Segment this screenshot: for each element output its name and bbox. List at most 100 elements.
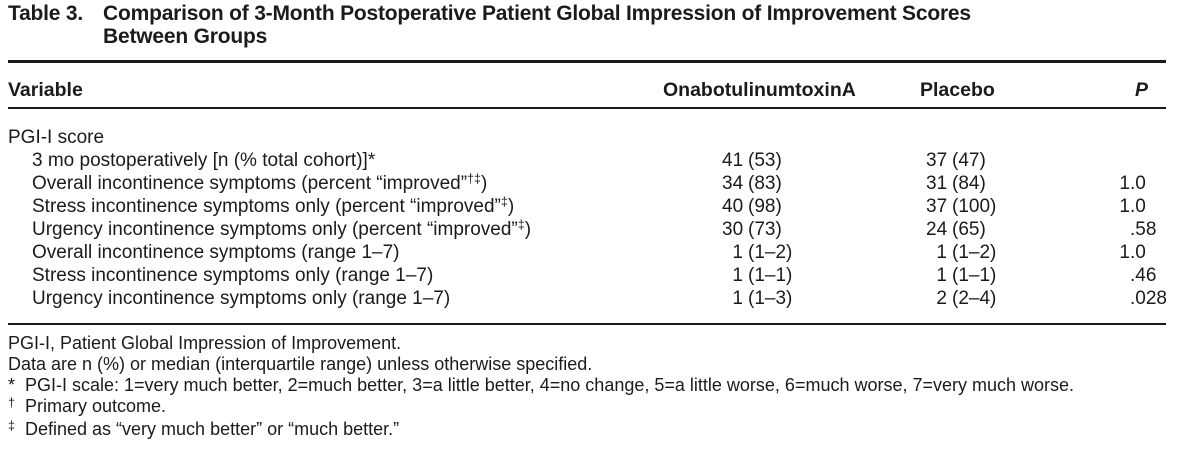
value-parenthetical: (1–1)	[952, 264, 997, 286]
value-number: 1	[732, 287, 743, 309]
table-row: Overall incontinence symptoms (range 1–7…	[8, 241, 1166, 264]
placebo-value: 24 (65)	[878, 218, 1063, 243]
value-parenthetical: (83)	[748, 172, 782, 194]
footnote-line: * PGI-I scale: 1=very much better, 2=much…	[8, 375, 1166, 396]
p-fraction-part: .0	[1130, 241, 1146, 263]
dagger-marker: †‡	[467, 171, 481, 186]
bottom-rule	[8, 322, 1166, 325]
value-parenthetical: (73)	[748, 218, 782, 240]
table-body: PGI-I score 3 mo postoperatively [n (% to…	[8, 109, 1167, 323]
value-parenthetical: (2–4)	[952, 287, 997, 309]
dagger-marker: ‡	[500, 194, 508, 209]
p-integer-part	[1119, 287, 1130, 310]
placebo-value: 1 (1–2)	[878, 241, 1063, 264]
treatment-value: 1 (1–3)	[663, 287, 878, 310]
p-fraction-part: .58	[1130, 218, 1157, 240]
footnote-text: Data are n (%) or median (interquartile …	[8, 353, 593, 374]
value-parenthetical: (84)	[952, 172, 986, 194]
table-row: Stress incontinence symptoms only (range…	[8, 264, 1166, 287]
value-parenthetical: (98)	[748, 195, 782, 217]
placebo-value: 37 (100)	[878, 195, 1063, 220]
footnote-marker: *	[8, 374, 16, 395]
footnote-marker: †	[8, 395, 15, 410]
footnote-text: Primary outcome.	[25, 395, 167, 416]
value-parenthetical: (1–2)	[952, 241, 997, 263]
row-label: 3 mo postoperatively [n (% total cohort)…	[32, 149, 376, 171]
row-label: Overall incontinence symptoms (percent “…	[32, 171, 488, 194]
treatment-value: 34 (83)	[663, 172, 878, 197]
table-title: Table 3. Comparison of 3-Month Postopera…	[8, 2, 1166, 48]
table-row: Overall incontinence symptoms (percent “…	[8, 172, 1166, 195]
p-value: 1.0	[1063, 195, 1166, 220]
table-title-line1: Comparison of 3-Month Postoperative Pati…	[103, 2, 971, 25]
p-value: .46	[1063, 264, 1166, 287]
value-parenthetical: (1–3)	[748, 287, 793, 309]
treatment-value: 30 (73)	[663, 218, 878, 243]
column-header-variable: Variable	[8, 78, 83, 101]
treatment-value: 1 (1–1)	[663, 264, 878, 287]
value-number: 1	[732, 241, 743, 263]
treatment-value: 40 (98)	[663, 195, 878, 220]
value-parenthetical: (1–2)	[748, 241, 793, 263]
value-number: 34	[722, 172, 744, 194]
p-integer-part: 1	[1119, 172, 1130, 194]
placebo-value: 37 (47)	[878, 149, 1063, 172]
table-number-label: Table 3.	[8, 2, 84, 25]
p-value: .58	[1063, 218, 1166, 243]
value-number: 1	[732, 264, 743, 286]
p-fraction-part: .46	[1130, 264, 1157, 286]
value-number: 1	[936, 241, 947, 263]
table-row: Urgency incontinence symptoms only (perc…	[8, 218, 1166, 241]
value-number: 2	[936, 287, 947, 309]
column-header-p-value: P	[1135, 78, 1149, 101]
footnotes: PGI-I, Patient Global Impression of Impr…	[8, 325, 1166, 442]
row-label: PGI-I score	[8, 126, 105, 148]
p-integer-part: 1	[1119, 195, 1130, 217]
top-rule	[8, 60, 1166, 63]
table-row: Stress incontinence symptoms only (perce…	[8, 195, 1166, 218]
table-header-row: Variable OnabotulinumtoxinA Placebo P	[8, 63, 1166, 107]
table-content: Table 3. Comparison of 3-Month Postopera…	[8, 0, 1167, 442]
dagger-marker: ‡	[517, 217, 525, 232]
footnote-line: Data are n (%) or median (interquartile …	[8, 354, 1166, 375]
column-header-placebo: Placebo	[920, 78, 995, 101]
footnote-line: † Primary outcome.	[8, 396, 1166, 419]
value-number: 30	[722, 218, 744, 240]
value-parenthetical: (47)	[952, 149, 986, 171]
p-value: 1.0	[1063, 241, 1166, 264]
placebo-value: 31 (84)	[878, 172, 1063, 197]
p-value: 1.0	[1063, 172, 1166, 197]
placebo-value	[878, 126, 1063, 149]
footnote-text: PGI-I scale: 1=very much better, 2=much …	[25, 374, 1075, 395]
p-fraction-part: .0	[1130, 195, 1146, 217]
footnote-text: Defined as “very much better” or “much b…	[25, 418, 400, 439]
p-value: .028	[1063, 287, 1167, 310]
value-number: 31	[926, 172, 948, 194]
footnote-marker: ‡	[8, 418, 15, 433]
value-number: 1	[936, 264, 947, 286]
placebo-value: 1 (1–1)	[878, 264, 1063, 287]
value-parenthetical: (100)	[952, 195, 997, 217]
treatment-value: 1 (1–2)	[663, 241, 878, 264]
value-number: 41	[722, 149, 744, 171]
row-label: Overall incontinence symptoms (range 1–7…	[32, 241, 400, 263]
value-parenthetical: (1–1)	[748, 264, 793, 286]
p-integer-part: 1	[1119, 241, 1130, 263]
value-parenthetical: (65)	[952, 218, 986, 240]
p-integer-part	[1119, 218, 1130, 243]
p-fraction-part: .028	[1130, 287, 1167, 309]
footnote-line: PGI-I, Patient Global Impression of Impr…	[8, 333, 1166, 354]
row-label: Stress incontinence symptoms only (perce…	[32, 194, 515, 217]
footnote-line: ‡ Defined as “very much better” or “much …	[8, 419, 1166, 442]
table-row: 3 mo postoperatively [n (% total cohort)…	[8, 149, 1166, 172]
treatment-value: 41 (53)	[663, 149, 878, 172]
table-row: Urgency incontinence symptoms only (rang…	[8, 287, 1167, 310]
value-number: 37	[926, 195, 948, 217]
table-row: PGI-I score	[8, 126, 1166, 149]
value-number: 40	[722, 195, 744, 217]
p-integer-part	[1119, 264, 1130, 287]
column-header-onabotulinumtoxina: OnabotulinumtoxinA	[663, 78, 856, 101]
value-number: 24	[926, 218, 948, 240]
row-label: Urgency incontinence symptoms only (rang…	[32, 287, 451, 309]
value-parenthetical: (53)	[748, 149, 782, 171]
